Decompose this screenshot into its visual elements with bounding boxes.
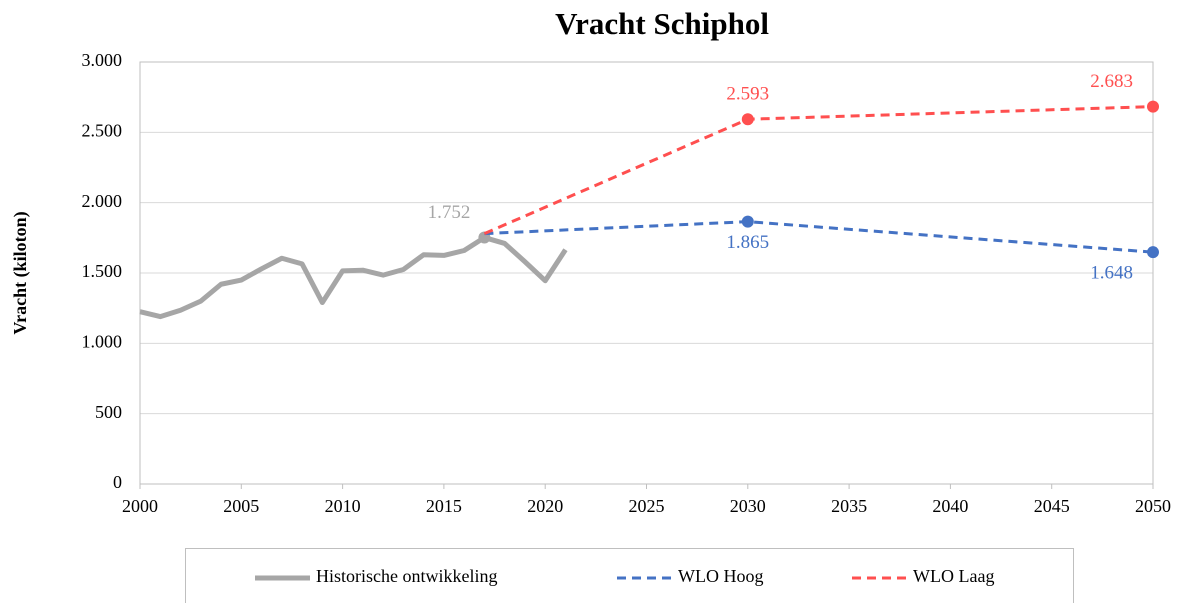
y-tick-label: 1.000 (82, 331, 123, 351)
x-tick-label: 2005 (223, 496, 259, 516)
x-tick-label: 2015 (426, 496, 462, 516)
plot-border (139, 61, 1154, 485)
y-tick-label: 2.000 (82, 191, 123, 211)
y-tick-label: 0 (113, 472, 122, 492)
plot: 1.752 1.865 1.648 2.593 2.683 (139, 71, 1159, 320)
series-line (484, 220, 1154, 254)
data-label: 1.648 (1090, 263, 1133, 284)
data-label: 2.683 (1090, 71, 1133, 92)
data-label: 1.752 (428, 202, 471, 223)
grid (139, 61, 1154, 489)
x-tick-label: 2035 (831, 496, 867, 516)
legend-box (185, 548, 1074, 603)
y-tick-label: 2.500 (82, 120, 123, 140)
data-point (741, 215, 754, 228)
data-point (741, 113, 754, 126)
x-tick-label: 2030 (730, 496, 766, 516)
legend-label: WLO Hoog (678, 566, 763, 586)
legend-label: WLO Laag (913, 566, 994, 586)
y-tick-label: 500 (95, 402, 122, 422)
data-label: 1.865 (726, 232, 769, 253)
data-point (1147, 100, 1159, 113)
x-tick-label: 2045 (1034, 496, 1070, 516)
x-tick-label: 2025 (629, 496, 665, 516)
x-tick-label: 2000 (122, 496, 158, 516)
data-label: 2.593 (726, 84, 769, 105)
x-tick-label: 2020 (527, 496, 563, 516)
x-tick-label: 2010 (325, 496, 361, 516)
series-line (483, 105, 1154, 235)
y-axis-label: Vracht (kiloton) (10, 211, 31, 334)
y-tick-label: 1.500 (82, 261, 123, 281)
x-tick-label: 2050 (1135, 496, 1171, 516)
legend-label: Historische ontwikkeling (316, 566, 497, 586)
data-point (1147, 246, 1159, 259)
y-tick-label: 3.000 (82, 50, 123, 70)
x-tick-label: 2040 (932, 496, 968, 516)
chart-title: Vracht Schiphol (555, 6, 769, 41)
series-line (139, 235, 568, 320)
